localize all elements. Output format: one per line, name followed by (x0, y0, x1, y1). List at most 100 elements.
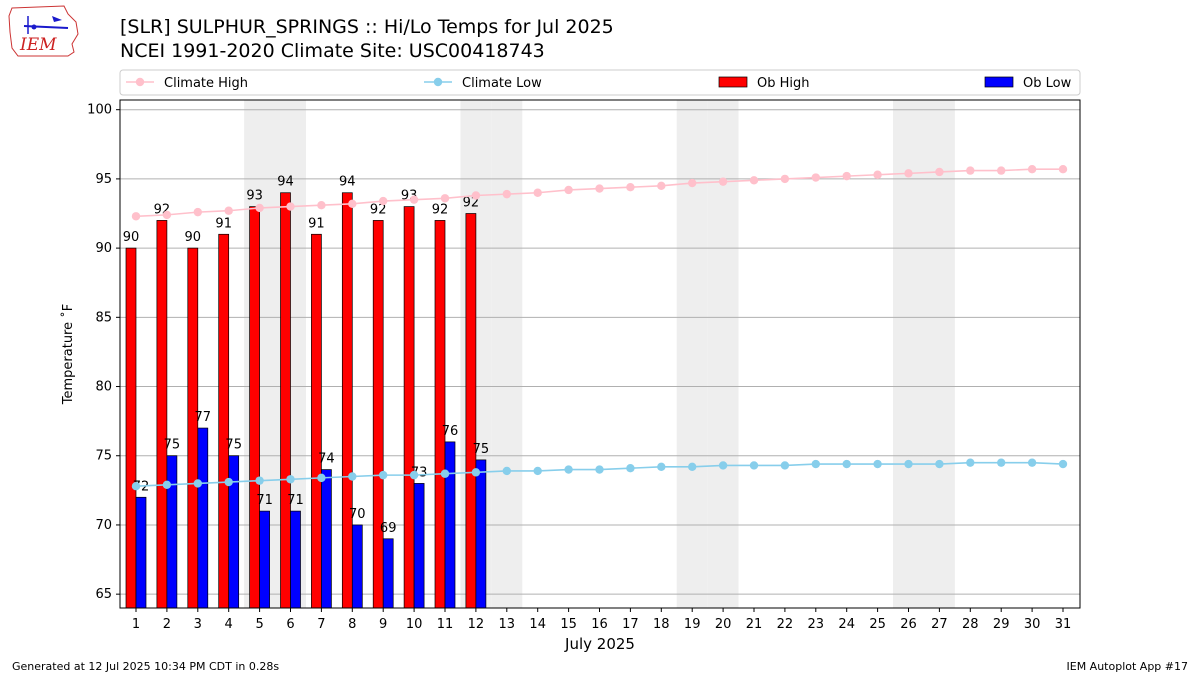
x-tick-label: 10 (406, 617, 423, 632)
weekend-band (676, 100, 708, 608)
climate-low-point (379, 470, 388, 480)
weekend-band (923, 100, 955, 608)
x-tick-label: 30 (1024, 617, 1041, 632)
climate-high-point (286, 202, 295, 211)
climate-high-point (935, 167, 944, 177)
climate-low-point (749, 461, 759, 470)
climate-high-point (1058, 165, 1068, 174)
legend-ob-low-swatch (984, 76, 1014, 88)
ob-high-label: 92 (432, 202, 449, 217)
iem-logo: IEM (6, 4, 82, 64)
ob-low-label: 77 (195, 410, 212, 425)
climate-low-point (1027, 458, 1037, 467)
x-tick-label: 11 (437, 617, 454, 632)
legend-ob-high-swatch (718, 76, 748, 88)
x-tick-label: 4 (225, 617, 233, 632)
climate-high-point (595, 184, 604, 193)
climate-low-point (935, 459, 944, 469)
ob-high-bar (187, 247, 199, 609)
weekend-band (491, 100, 523, 608)
climate-high-point (564, 185, 573, 195)
ob-high-bar (341, 192, 353, 609)
ob-high-bar (249, 206, 260, 609)
ob-high-label: 90 (123, 230, 140, 245)
climate-low-point (317, 473, 326, 483)
climate-low-point (997, 458, 1006, 467)
y-tick-label: 80 (95, 380, 112, 395)
chart-title: [SLR] SULPHUR_SPRINGS :: Hi/Lo Temps for… (120, 16, 614, 38)
climate-high-point (688, 178, 697, 188)
ob-high-bar (280, 192, 291, 609)
climate-high-point (1027, 165, 1037, 174)
x-tick-label: 1 (132, 617, 140, 632)
ob-low-bar (413, 483, 425, 609)
x-tick-label: 5 (255, 617, 263, 632)
ob-high-label: 92 (370, 202, 387, 217)
climate-high-point (749, 176, 759, 185)
ob-high-label: 94 (277, 175, 294, 190)
climate-high-point (131, 212, 141, 221)
x-tick-label: 20 (715, 617, 732, 632)
y-tick-label: 100 (87, 103, 112, 118)
ob-low-bar (382, 538, 394, 609)
climate-low-point (440, 469, 450, 478)
y-tick-label: 70 (95, 518, 112, 533)
climate-high-point (966, 166, 975, 175)
app-credit: IEM Autoplot App #17 (1066, 660, 1189, 673)
x-tick-label: 3 (194, 617, 202, 632)
ob-high-bar (156, 220, 168, 609)
x-tick-label: 16 (591, 617, 608, 632)
ob-low-bar (135, 496, 147, 609)
climate-high-point (502, 189, 511, 199)
y-tick-label: 85 (95, 310, 112, 325)
ob-high-bar (218, 233, 230, 609)
y-tick-label: 90 (95, 241, 112, 256)
ob-low-bar (259, 510, 270, 609)
x-tick-label: 15 (560, 617, 577, 632)
ob-low-label: 71 (287, 493, 304, 508)
climate-high-point (317, 200, 326, 210)
ob-high-bar (434, 220, 446, 609)
climate-high-point (873, 170, 882, 179)
climate-high-point (780, 174, 790, 184)
ob-low-label: 69 (380, 521, 397, 536)
ob-high-bar (372, 220, 384, 609)
climate-high-point (193, 207, 202, 217)
x-axis-label: July 2025 (564, 635, 635, 653)
x-tick-label: 31 (1055, 617, 1072, 632)
ob-low-bar (166, 455, 178, 609)
weekend-band (707, 100, 739, 608)
climate-low-point (1058, 459, 1068, 469)
ob-high-label: 91 (308, 216, 325, 231)
ob-high-bar (403, 206, 415, 609)
x-tick-label: 29 (993, 617, 1010, 632)
legend-box (119, 69, 1081, 96)
climate-low-point (873, 459, 882, 469)
climate-low-point (688, 462, 697, 472)
ob-low-label: 75 (473, 442, 490, 457)
x-tick-label: 24 (838, 617, 855, 632)
ob-low-bar (444, 441, 456, 609)
legend-climate-low-marker (433, 77, 443, 87)
x-tick-label: 14 (529, 617, 546, 632)
y-tick-label: 95 (95, 172, 112, 187)
climate-low-point (533, 466, 542, 476)
ob-high-bar (125, 247, 137, 609)
climate-low-point (255, 476, 264, 485)
x-tick-label: 2 (163, 617, 171, 632)
ob-high-bar (311, 233, 322, 609)
climate-low-point (131, 481, 141, 491)
climate-high-point (224, 206, 233, 215)
ob-low-label: 75 (225, 438, 242, 453)
generated-timestamp: Generated at 12 Jul 2025 10:34 PM CDT in… (12, 660, 280, 673)
climate-low-point (657, 462, 666, 472)
climate-low-point (502, 466, 511, 476)
climate-low-point (564, 465, 573, 474)
x-tick-label: 18 (653, 617, 670, 632)
climate-low-point (811, 459, 820, 469)
climate-low-point (348, 472, 357, 481)
svg-text:IEM: IEM (19, 35, 57, 55)
ob-low-bar (321, 469, 332, 609)
climate-low-point (409, 470, 419, 480)
x-tick-label: 19 (684, 617, 701, 632)
